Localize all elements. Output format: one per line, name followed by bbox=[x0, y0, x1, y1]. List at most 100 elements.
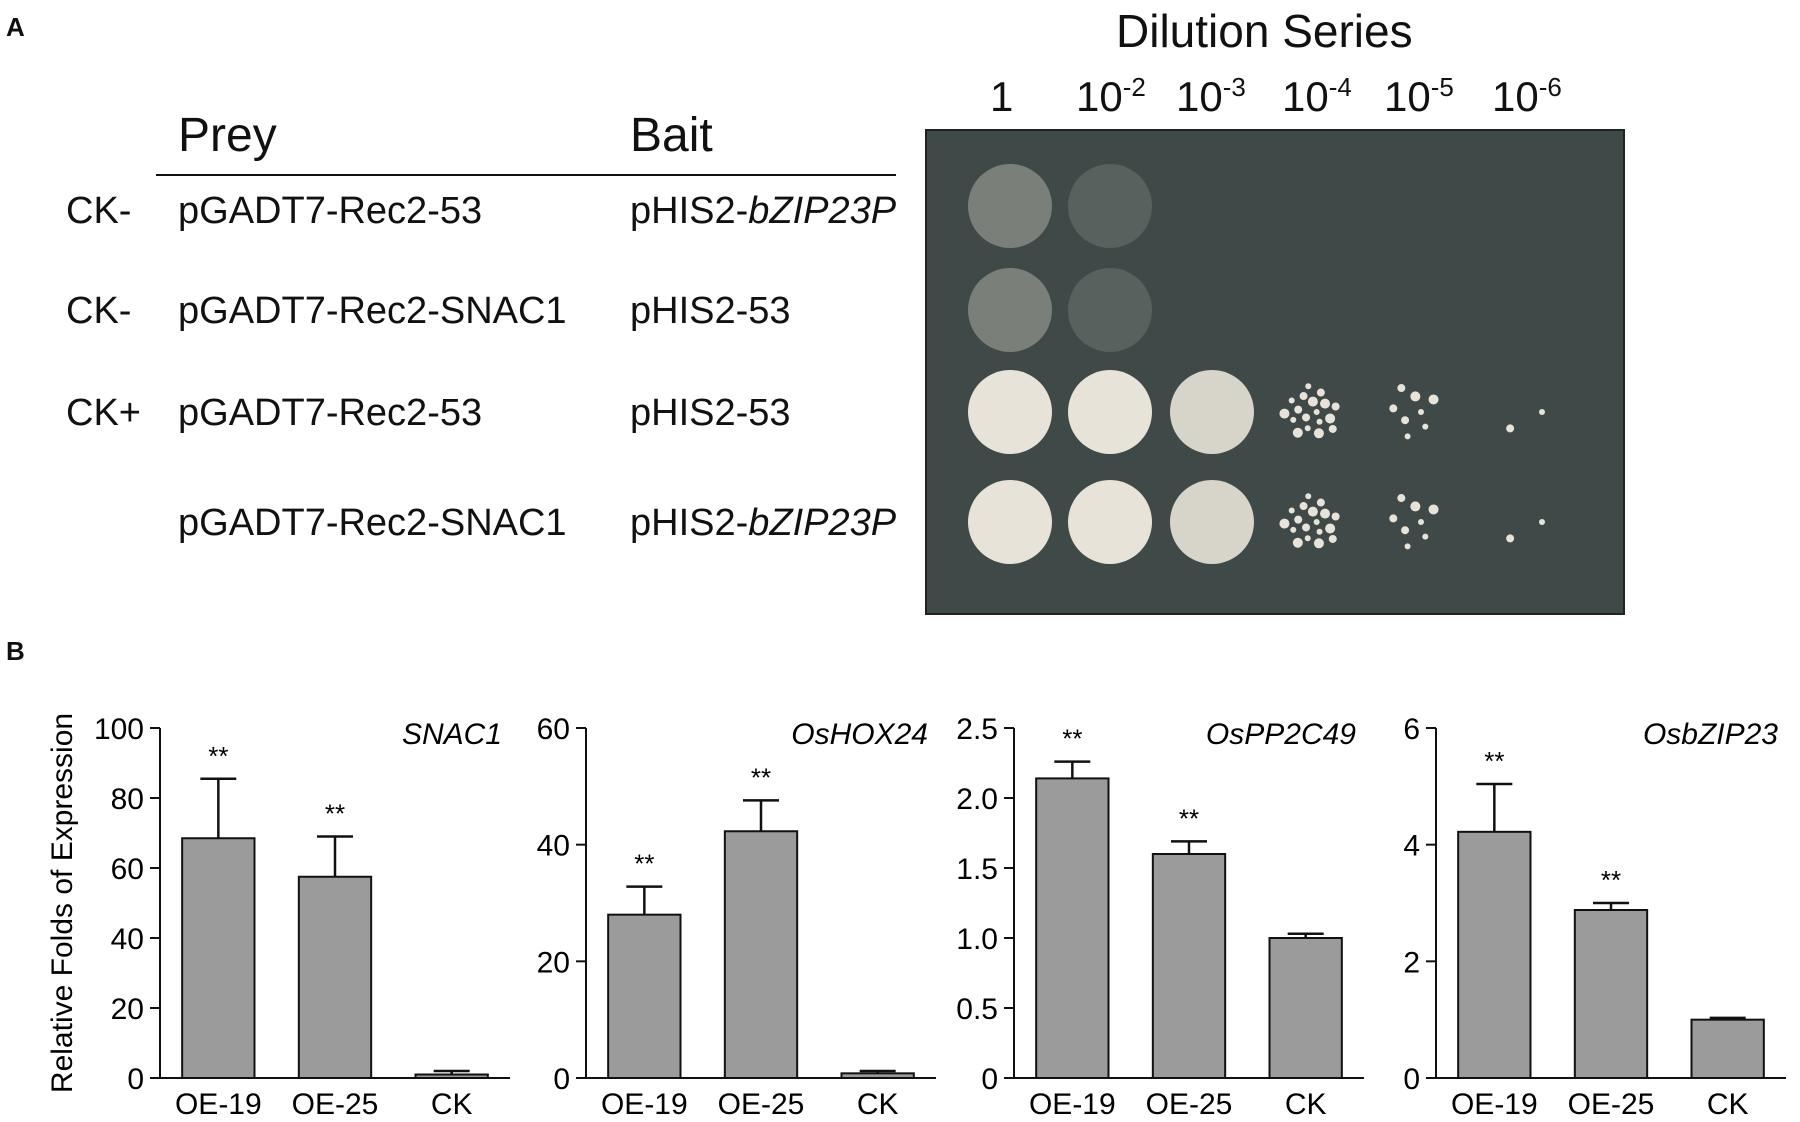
colony-dot bbox=[1418, 519, 1424, 525]
y-tick-label: 100 bbox=[94, 713, 144, 746]
colony-dot bbox=[1328, 424, 1337, 433]
header-rule bbox=[156, 174, 896, 176]
dilution-label-6: 10-6 bbox=[1492, 72, 1562, 120]
colony-dot bbox=[1316, 498, 1325, 507]
colony-dot bbox=[1325, 523, 1336, 534]
x-tick-label: OE-19 bbox=[1451, 1088, 1538, 1121]
colony-dot bbox=[1389, 514, 1398, 523]
y-tick-label: 20 bbox=[537, 946, 570, 979]
colony-dot bbox=[1506, 424, 1515, 433]
colony-dot bbox=[1304, 535, 1311, 542]
colony-dot bbox=[1539, 519, 1545, 525]
bar bbox=[1690, 1018, 1765, 1080]
row1-prey: pGADT7-Rec2-53 bbox=[178, 190, 483, 232]
colony-spot bbox=[1068, 164, 1152, 248]
row4-prey: pGADT7-Rec2-SNAC1 bbox=[178, 502, 567, 544]
colony-spot bbox=[1170, 480, 1254, 564]
dilution-label-1: 1 bbox=[990, 73, 1014, 120]
x-tick-label: CK bbox=[431, 1088, 473, 1121]
colony-spot bbox=[1068, 370, 1152, 454]
colony-dot bbox=[1299, 502, 1308, 511]
colony-dot bbox=[1279, 408, 1290, 419]
row4-bait: pHIS2-bZIP23P bbox=[630, 502, 897, 544]
colony-spot bbox=[968, 480, 1052, 564]
colony-dot bbox=[1288, 397, 1295, 404]
colony-dot bbox=[1290, 416, 1297, 423]
colony-dot bbox=[1422, 423, 1429, 430]
colony-dot bbox=[1410, 501, 1421, 512]
row2-bait: pHIS2-53 bbox=[630, 290, 791, 332]
chart-title: OsPP2C49 bbox=[1206, 718, 1356, 751]
bar bbox=[297, 875, 373, 1079]
x-tick-label: CK bbox=[857, 1088, 899, 1121]
y-axis-label: Relative Folds of Expression bbox=[46, 713, 79, 1093]
colony-dot bbox=[1299, 392, 1308, 401]
significance-mark: ** bbox=[1062, 724, 1082, 754]
colony-dot bbox=[1410, 391, 1421, 402]
bar bbox=[1457, 830, 1532, 1079]
significance-mark: ** bbox=[325, 799, 345, 829]
panel-b-letter: B bbox=[6, 636, 25, 666]
colony-spot bbox=[968, 164, 1052, 248]
colony-dot bbox=[1328, 534, 1337, 543]
y-tick-label: 2.5 bbox=[956, 713, 998, 746]
colony-dot bbox=[1294, 405, 1303, 414]
x-tick-label: OE-25 bbox=[292, 1088, 379, 1121]
panel-a-letter: A bbox=[6, 12, 25, 42]
bar bbox=[607, 913, 682, 1080]
x-tick-label: CK bbox=[1285, 1088, 1327, 1121]
colony-dot bbox=[1331, 512, 1340, 521]
significance-mark: ** bbox=[1484, 746, 1504, 776]
colony-dot bbox=[1313, 428, 1324, 439]
colony-dot bbox=[1401, 416, 1410, 425]
colony-dot bbox=[1292, 427, 1303, 438]
x-tick-label: CK bbox=[1707, 1088, 1749, 1121]
colony-dot bbox=[1302, 523, 1311, 532]
colony-dot bbox=[1320, 398, 1331, 409]
colony-spot bbox=[1170, 370, 1254, 454]
colony-dot bbox=[1305, 493, 1312, 500]
colony-dot bbox=[1304, 425, 1311, 432]
dilution-label-5: 10-5 bbox=[1384, 72, 1454, 120]
colony-dot bbox=[1422, 533, 1429, 540]
y-tick-label: 1.5 bbox=[956, 853, 998, 886]
colony-dot bbox=[1404, 543, 1411, 550]
significance-mark: ** bbox=[751, 762, 771, 792]
colony-dot bbox=[1313, 519, 1320, 525]
colony-dot bbox=[1294, 515, 1303, 524]
y-tick-label: 80 bbox=[111, 783, 144, 816]
colony-dot bbox=[1389, 404, 1398, 413]
colony-dot bbox=[1331, 402, 1340, 411]
colony-dot bbox=[1279, 518, 1290, 529]
y-tick-label: 0.5 bbox=[956, 993, 998, 1026]
x-tick-label: OE-25 bbox=[1146, 1088, 1233, 1121]
colony-dot bbox=[1292, 537, 1303, 548]
bar bbox=[723, 830, 799, 1079]
dilution-series-title: Dilution Series bbox=[1116, 5, 1413, 57]
colony-dot bbox=[1313, 409, 1320, 415]
y-tick-label: 20 bbox=[111, 993, 144, 1026]
dilution-label-2: 10-2 bbox=[1076, 72, 1146, 120]
bar bbox=[1151, 853, 1227, 1079]
y-tick-label: 2 bbox=[1403, 946, 1420, 979]
row2-control: CK- bbox=[66, 290, 132, 332]
colony-spot bbox=[1068, 480, 1152, 564]
colony-dot bbox=[1290, 526, 1297, 533]
colony-spot bbox=[1068, 268, 1152, 352]
bar bbox=[1268, 937, 1343, 1079]
bar bbox=[1035, 777, 1110, 1080]
row1-bait: pHIS2-bZIP23P bbox=[630, 190, 897, 232]
chart-4: 0 2 4 6 OsbZIP23 ** OE-19 ** OE-25 CK bbox=[1403, 713, 1786, 1121]
y-tick-label: 0 bbox=[981, 1063, 998, 1096]
bait-header: Bait bbox=[630, 109, 713, 162]
x-tick-label: OE-25 bbox=[718, 1088, 805, 1121]
bar bbox=[1573, 909, 1649, 1079]
y-tick-label: 6 bbox=[1403, 713, 1420, 746]
colony-dot bbox=[1316, 418, 1323, 425]
significance-mark: ** bbox=[1179, 803, 1199, 833]
colony-spot bbox=[968, 370, 1052, 454]
chart-2: 0 20 40 60 OsHOX24 ** OE-19 ** OE-25 CK bbox=[537, 713, 936, 1121]
x-tick-label: OE-19 bbox=[601, 1088, 688, 1121]
colony-dot bbox=[1307, 506, 1318, 517]
